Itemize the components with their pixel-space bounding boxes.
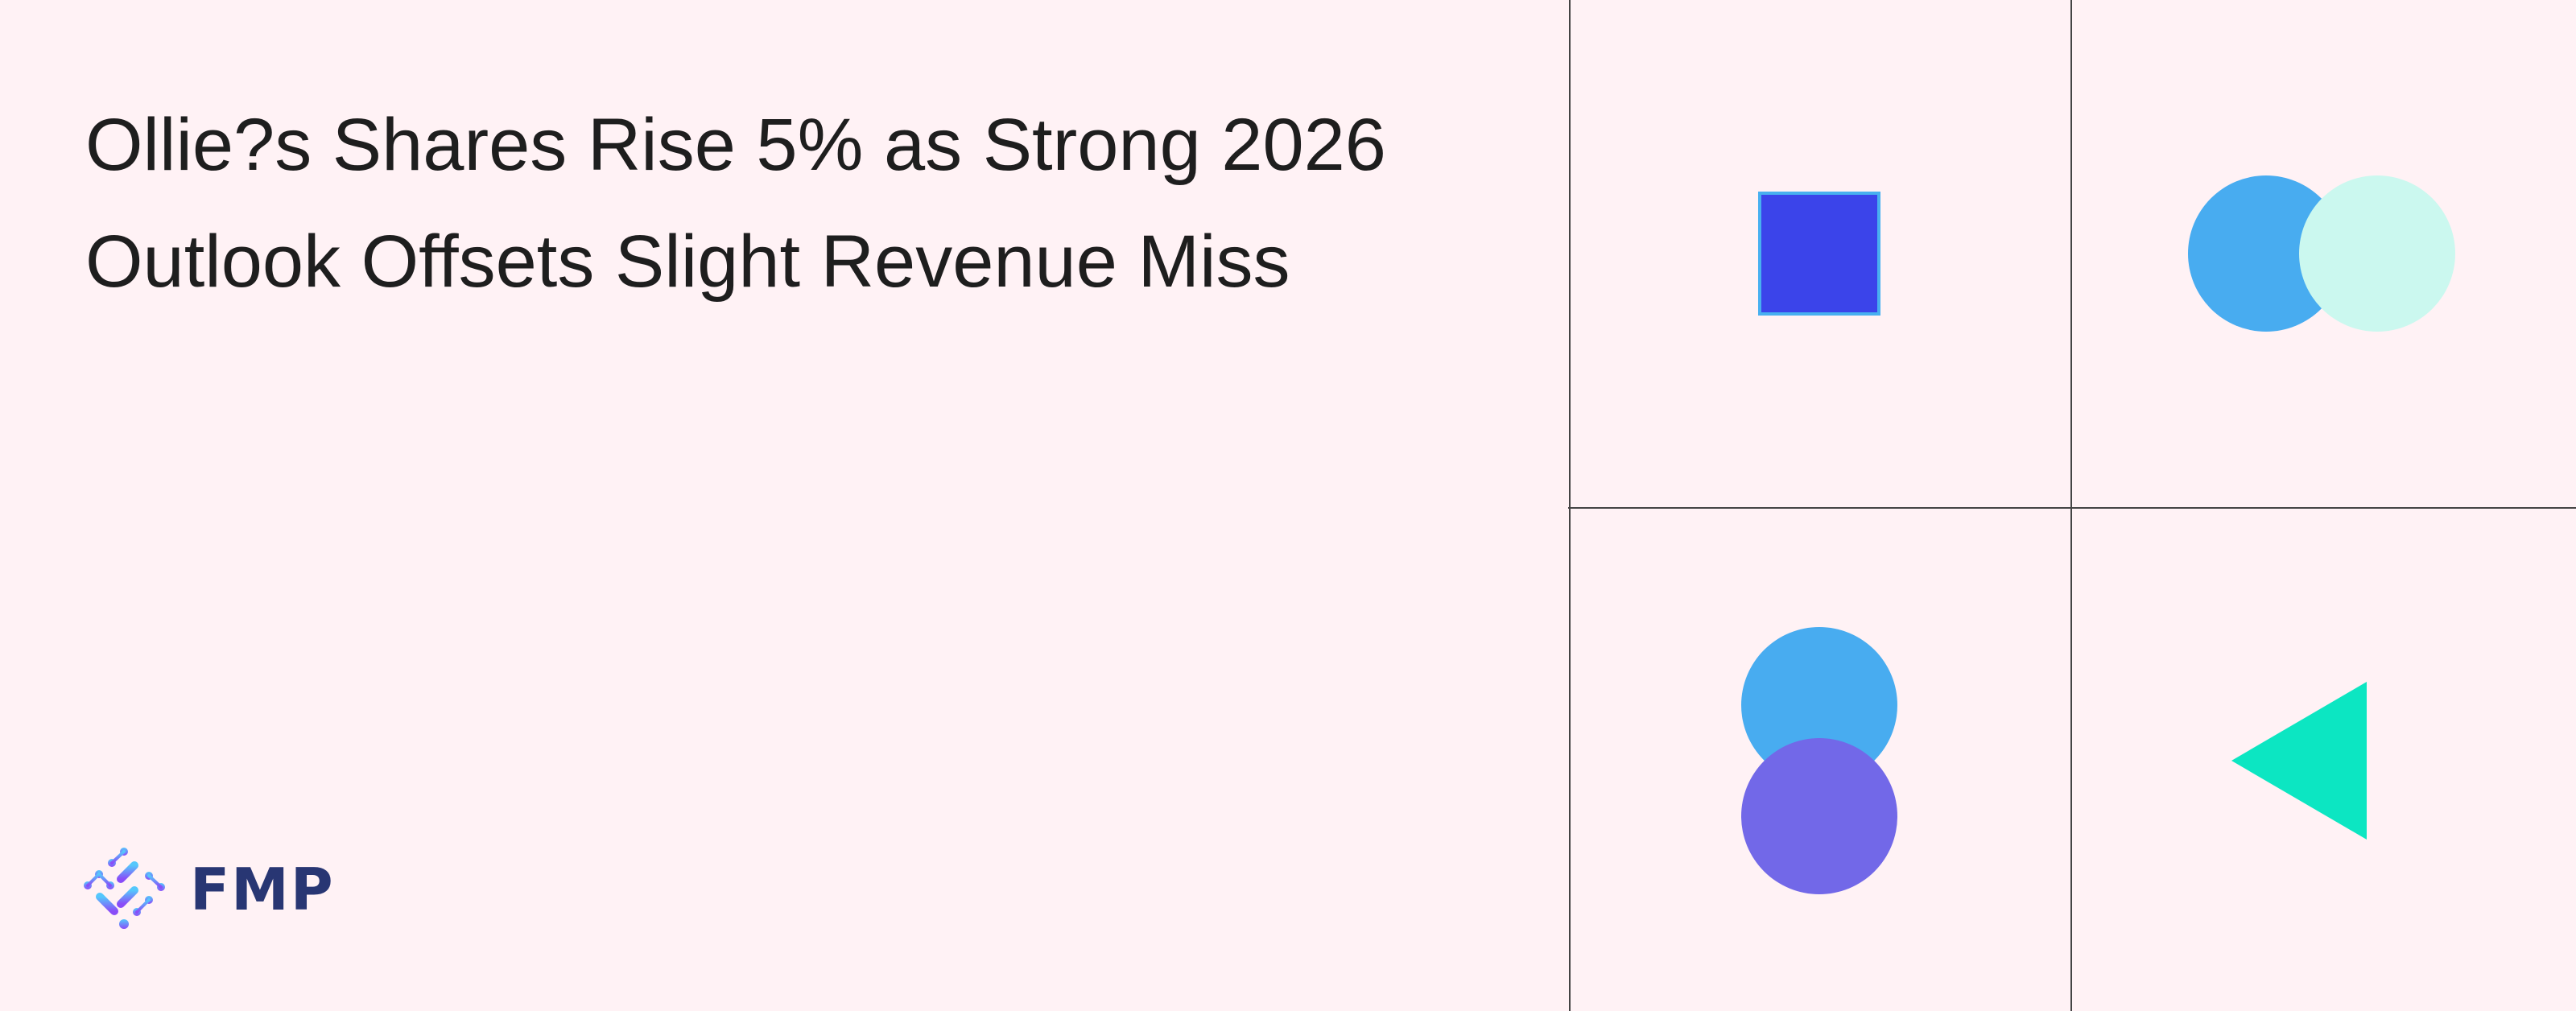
triangle-shape xyxy=(2231,682,2367,840)
square-shape xyxy=(1758,192,1880,316)
headline-line-2: Outlook Offsets Slight Revenue Miss xyxy=(85,221,1290,303)
circle-shape-purple xyxy=(1741,738,1897,894)
circle-shape-mint xyxy=(2299,175,2455,332)
circle-shape-blue xyxy=(2188,175,2344,332)
fmp-logo-icon xyxy=(84,848,165,929)
fmp-logo: FMP xyxy=(80,845,335,934)
circle-shape-blue-top xyxy=(1741,627,1897,783)
headline-line-1: Ollie?s Shares Rise 5% as Strong 2026 xyxy=(85,104,1386,186)
headline: Ollie?s Shares Rise 5% as Strong 2026 Ou… xyxy=(85,87,1389,320)
fmp-logo-text: FMP xyxy=(190,856,335,923)
